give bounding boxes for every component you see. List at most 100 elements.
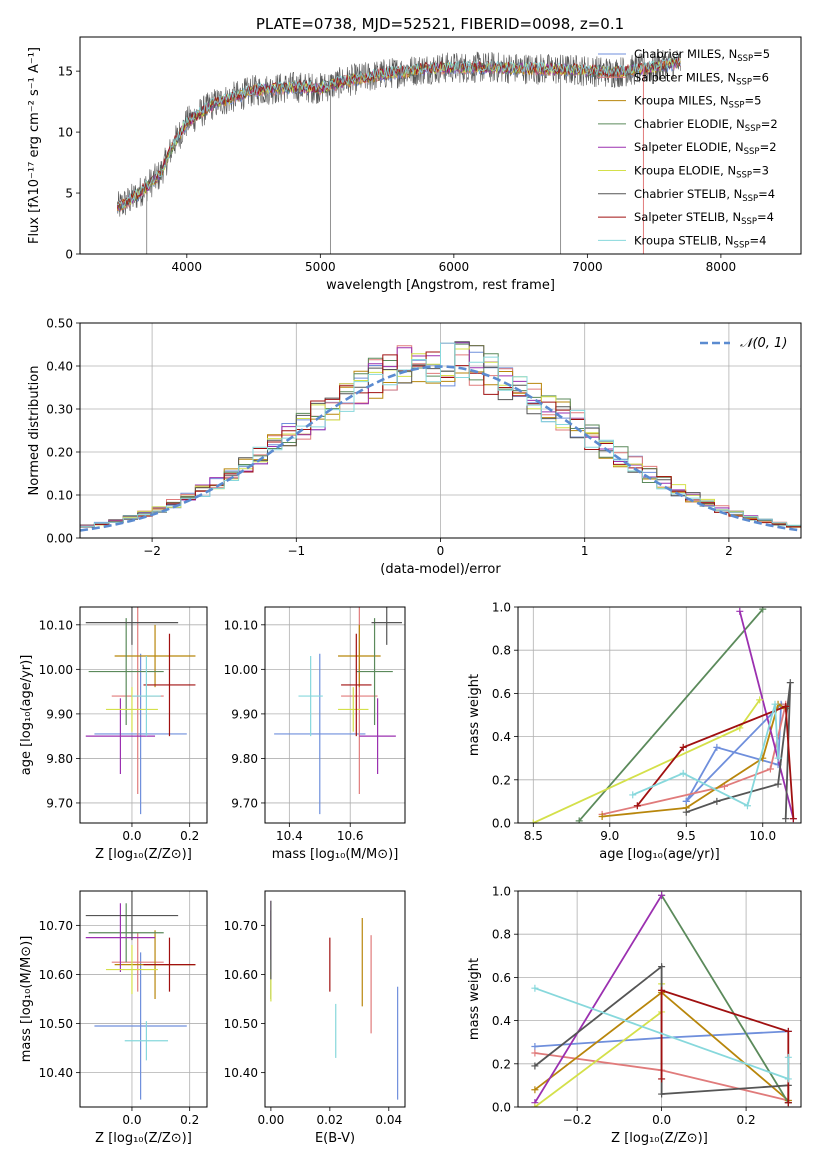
weight-marker [766,765,774,773]
tick-label-y: 0.50 [46,317,73,331]
legend-label: Salpeter ELODIE, NSSP=2 [634,140,777,157]
tick-label-y: 0.2 [492,1057,511,1071]
tick-label-y: 0.0 [492,1101,511,1115]
legend: Chabrier MILES, NSSP=5 Salpeter MILES, NS… [598,47,778,250]
tick-label-y: 9.90 [231,707,258,721]
weight-marker [658,1090,666,1098]
tick-label-x: 2 [725,544,733,558]
tick-label-y: 0.8 [492,928,511,942]
weight-series [578,608,764,822]
tick-label-y: 0.10 [46,489,73,503]
y-axis-label: Normed distribution [27,366,42,496]
weight-series [534,894,663,1104]
x-axis-label: (data-model)/error [380,562,501,577]
tick-label-y: 0.2 [492,773,511,787]
weight-marker [784,1099,792,1107]
tick-label-x: −2 [143,544,161,558]
legend-label: Kroupa ELODIE, NSSP=3 [634,164,769,181]
model-spectrum [117,58,681,210]
y-axis-label: Flux [fλ10⁻¹⁷ erg cm⁻² s⁻¹ A⁻¹] [27,47,42,244]
weight-marker [633,802,641,810]
weight-marker [682,797,690,805]
axes-frame [517,890,802,1108]
weight-marker [529,819,537,823]
weight-marker [629,791,637,799]
axes-frame [79,606,208,824]
tick-label-x: 8.5 [524,829,543,843]
weight-marker [531,984,539,992]
weight-vs-age-panel: 8.5 9.0 9.5 10.0 0.0 0.2 0.4 0.6 0.8 1.0 age [log₁… [467,601,802,862]
weight-marker [531,1049,539,1057]
axes-frame [79,890,208,1108]
tick-label-y: 0.6 [492,687,511,701]
tick-label-y: 0.4 [492,1014,511,1028]
tick-label-y: 10.60 [39,968,73,982]
figure-title: PLATE=0738, MJD=52521, FIBERID=0098, z=0… [256,15,624,33]
weight-marker [682,808,690,816]
tick-label-y: 5 [65,187,73,201]
weight-marker [784,1053,792,1061]
tick-label-x: 0.0 [122,1113,141,1127]
x-axis-label: Z [log₁₀(Z/Z⊙)] [95,847,192,862]
weight-marker [786,679,794,687]
tick-label-y: 0 [65,248,73,262]
tick-label-x: 0 [437,544,445,558]
tick-label-x: 0.02 [316,1113,343,1127]
tick-label-y: 15 [58,65,73,79]
weight-marker [658,986,666,994]
weight-marker [736,607,744,615]
age-vs-metallicity-panel: 0.0 0.2 9.70 9.80 9.90 10.00 10.10 Z [log₁₀(Z/Z… [19,606,208,862]
tick-label-y: 10.50 [39,1017,73,1031]
tick-label-y: 9.70 [46,796,73,810]
tick-label-y: 0.0 [492,817,511,831]
plot-area [85,607,196,815]
weight-marker [713,797,721,805]
tick-label-y: 10.40 [224,1066,258,1080]
y-axis-label: mass weight [467,674,482,756]
axes-frame [79,322,802,539]
tick-label-x: −1 [287,544,305,558]
weight-marker [713,743,721,751]
weight-marker [784,1075,792,1083]
tick-label-x: 0.0 [652,1113,671,1127]
mass-vs-metallicity-panel: 0.0 0.2 10.40 10.50 10.60 10.70 Z [log₁₀(Z/Z⊙)… [19,890,208,1146]
tick-label-x: 1 [581,544,589,558]
tick-label-y: 9.80 [231,752,258,766]
legend-label: Chabrier ELODIE, NSSP=2 [634,117,778,134]
tick-label-y: 10.40 [39,1066,73,1080]
tick-label-y: 1.0 [492,601,511,615]
weight-marker [658,963,666,971]
legend-label: 𝒩(0, 1) [740,336,787,351]
tick-label-y: 9.90 [46,707,73,721]
tick-label-y: 0.4 [492,730,511,744]
tick-label-x: 9.5 [677,829,696,843]
tick-label-x: 0.00 [258,1113,285,1127]
legend-label: Chabrier MILES, NSSP=5 [634,47,770,64]
tick-label-x: 10.4 [276,829,303,843]
weight-series [636,705,795,819]
weight-series [601,703,787,816]
weight-marker [789,815,797,823]
plot-area [274,607,402,815]
legend-label: Salpeter MILES, NSSP=6 [634,70,769,87]
tick-label-y: 10.70 [39,919,73,933]
weight-marker [531,1043,539,1051]
tick-label-y: 1.0 [492,885,511,899]
axes-frame [517,606,802,824]
weight-marker [756,696,764,704]
model-spectrum [117,55,681,209]
x-axis-label: E(B-V) [315,1131,355,1146]
weight-marker [679,769,687,777]
tick-label-y: 10 [58,126,73,140]
plot-area [531,891,792,1107]
tick-label-x: 0.0 [122,829,141,843]
tick-label-y: 10.60 [224,968,258,982]
weight-vs-metallicity-panel: −0.2 0.0 0.2 0.0 0.2 0.4 0.6 0.8 1.0 Z [log₁₀(Z/Z… [467,885,802,1146]
tick-label-x: 0.04 [375,1113,402,1127]
tick-label-x: 9.0 [600,829,619,843]
weight-marker [784,1027,792,1035]
tick-label-y: 9.80 [46,752,73,766]
weight-marker [774,780,782,788]
age-vs-mass-panel: 10.4 10.6 9.70 9.80 9.90 10.00 10.10 mass [log₁… [224,606,406,862]
